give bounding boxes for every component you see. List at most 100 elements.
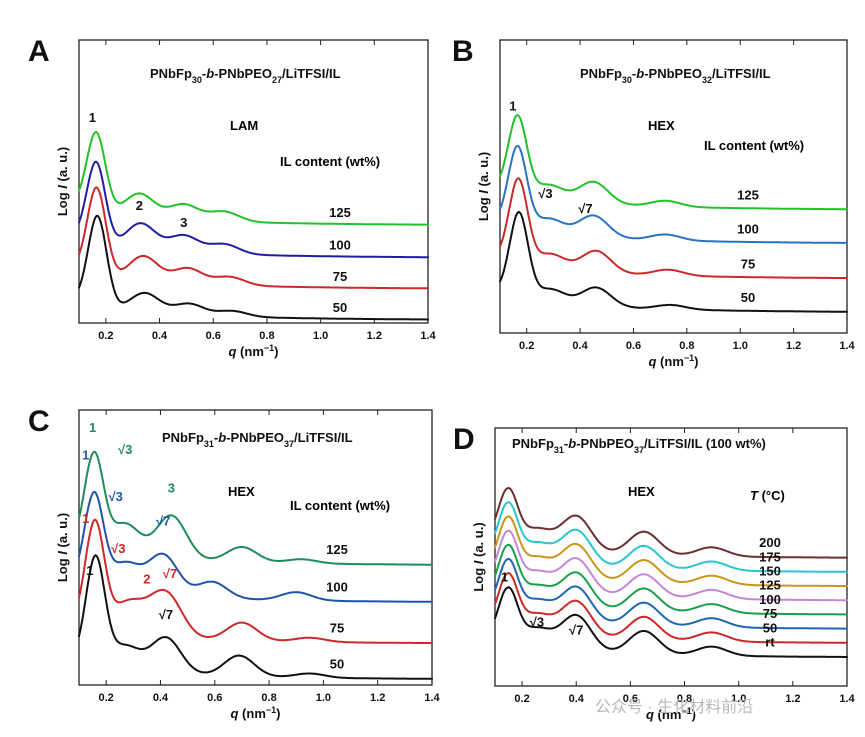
x-tick-label: 0.4 — [572, 340, 588, 352]
x-tick-label: 0.8 — [679, 340, 694, 352]
x-tick-label: 0.2 — [519, 340, 534, 352]
series-label-100: 100 — [329, 238, 351, 253]
series-label-50: 50 — [330, 656, 344, 671]
peak-label: 2 — [143, 571, 150, 586]
chart-title: PNbFp31-b-PNbPEO37/LiTFSI/IL (100 wt%) — [512, 436, 766, 455]
series-line-150 — [494, 515, 848, 587]
y-axis-title: Log I (a. u.) — [55, 147, 70, 216]
chart-title: PNbFp31-b-PNbPEO37/LiTFSI/IL — [162, 430, 353, 449]
morphology-label: HEX — [648, 118, 675, 133]
series-label-150: 150 — [759, 564, 781, 579]
series-line-100 — [499, 144, 848, 244]
x-tick-label: 1.2 — [785, 693, 800, 705]
series-label-75: 75 — [333, 269, 347, 284]
series-label-rt: rt — [765, 634, 775, 649]
series-line-50 — [494, 572, 848, 644]
x-axis-title: q (nm−1) — [230, 705, 280, 721]
series-label-125: 125 — [329, 205, 351, 220]
x-tick-label: 0.4 — [152, 330, 168, 342]
x-tick-label: 1.4 — [839, 693, 855, 705]
panel-letter: B — [452, 35, 474, 68]
peak-label: √7 — [156, 514, 170, 529]
legend-title: T (°C) — [750, 488, 785, 503]
peak-label: √7 — [163, 566, 177, 581]
morphology-label: LAM — [230, 118, 258, 133]
panel-letter: C — [28, 405, 50, 438]
series-label-50: 50 — [741, 290, 755, 305]
panel-d: D PNbFp31-b-PNbPEO37/LiTFSI/IL (100 wt%) 0… — [453, 423, 856, 722]
peak-label: 1 — [82, 448, 89, 463]
peak-label: 2 — [136, 198, 143, 213]
series-label-125: 125 — [326, 542, 348, 557]
series-label-100: 100 — [759, 592, 781, 607]
plot-frame — [499, 39, 848, 334]
series-label-75: 75 — [763, 606, 777, 621]
series-label-75: 75 — [330, 621, 344, 636]
x-tick-label: 1.2 — [370, 692, 385, 704]
series-line-50 — [78, 554, 433, 680]
series-line-175 — [494, 501, 848, 573]
panel-letter: D — [453, 423, 475, 456]
series-label-100: 100 — [326, 579, 348, 594]
series-line-75 — [499, 177, 848, 280]
x-tick-label: 1.0 — [731, 693, 746, 705]
legend-title: IL content (wt%) — [704, 138, 804, 153]
plot-frame — [78, 409, 433, 686]
x-tick-label: 0.8 — [259, 330, 274, 342]
panel-c: C PNbFp31-b-PNbPEO37/LiTFSI/IL 0.2 0.4 0.6 0.… — [28, 405, 441, 721]
x-tick-label: 0.6 — [206, 330, 221, 342]
x-tick-label: 0.2 — [99, 692, 114, 704]
watermark: 公众号 · 生化材料前沿 — [595, 698, 753, 716]
series-line-rt — [494, 586, 848, 658]
series-line-100 — [494, 543, 848, 616]
x-tick-label: 1.2 — [786, 340, 801, 352]
series-label-125: 125 — [759, 578, 781, 593]
series-label-100: 100 — [737, 221, 759, 236]
x-tick-label: 0.2 — [514, 693, 529, 705]
series-line-125 — [78, 131, 429, 226]
series-line-50 — [78, 214, 429, 321]
chart-title: PNbFp30-b-PNbPEO32/LiTFSI/IL — [580, 66, 771, 85]
x-tick-label: 0.8 — [677, 693, 692, 705]
peak-label: 1 — [86, 563, 93, 578]
series-line-50 — [499, 210, 848, 313]
peak-label: 1 — [509, 98, 516, 113]
peak-label: √3 — [108, 489, 122, 504]
peak-label: 1 — [501, 570, 508, 585]
morphology-label: HEX — [228, 484, 255, 499]
series-line-75 — [78, 518, 433, 645]
series-line-100 — [78, 490, 433, 603]
series-line-75 — [78, 186, 429, 290]
peak-label: 1 — [89, 110, 96, 125]
y-axis-title: Log I (a. u.) — [476, 152, 491, 221]
series-line-125 — [494, 529, 848, 602]
peak-label: 1 — [82, 511, 89, 526]
series-label-50: 50 — [333, 300, 347, 315]
x-tick-label: 1.4 — [424, 692, 440, 704]
x-tick-label: 1.4 — [839, 340, 855, 352]
series-label-125: 125 — [737, 188, 759, 203]
x-tick-label: 1.0 — [733, 340, 748, 352]
series-line-75 — [494, 557, 848, 630]
x-tick-label: 0.8 — [261, 692, 276, 704]
morphology-label: HEX — [628, 484, 655, 499]
y-axis-title: Log I (a. u.) — [55, 513, 70, 582]
series-line-100 — [78, 160, 429, 259]
x-tick-label: 0.2 — [98, 330, 113, 342]
x-tick-label: 0.4 — [153, 692, 169, 704]
peak-label: √3 — [538, 186, 552, 201]
x-tick-label: 1.4 — [420, 330, 436, 342]
series-line-125 — [499, 114, 848, 211]
series-label-75: 75 — [741, 257, 755, 272]
peak-label: √7 — [578, 201, 592, 216]
legend-title: IL content (wt%) — [290, 498, 390, 513]
peak-label: √7 — [569, 622, 583, 637]
x-tick-label: 1.0 — [316, 692, 331, 704]
series-label-175: 175 — [759, 549, 781, 564]
chart-title: PNbFp30-b-PNbPEO27/LiTFSI/IL — [150, 66, 341, 85]
peak-label: √7 — [159, 607, 173, 622]
x-axis-title: q (nm−1) — [648, 353, 698, 369]
plot-frame — [78, 39, 429, 324]
panel-b: B PNbFp30-b-PNbPEO32/LiTFSI/IL 0.2 0.4 0.6 0.… — [452, 35, 856, 369]
